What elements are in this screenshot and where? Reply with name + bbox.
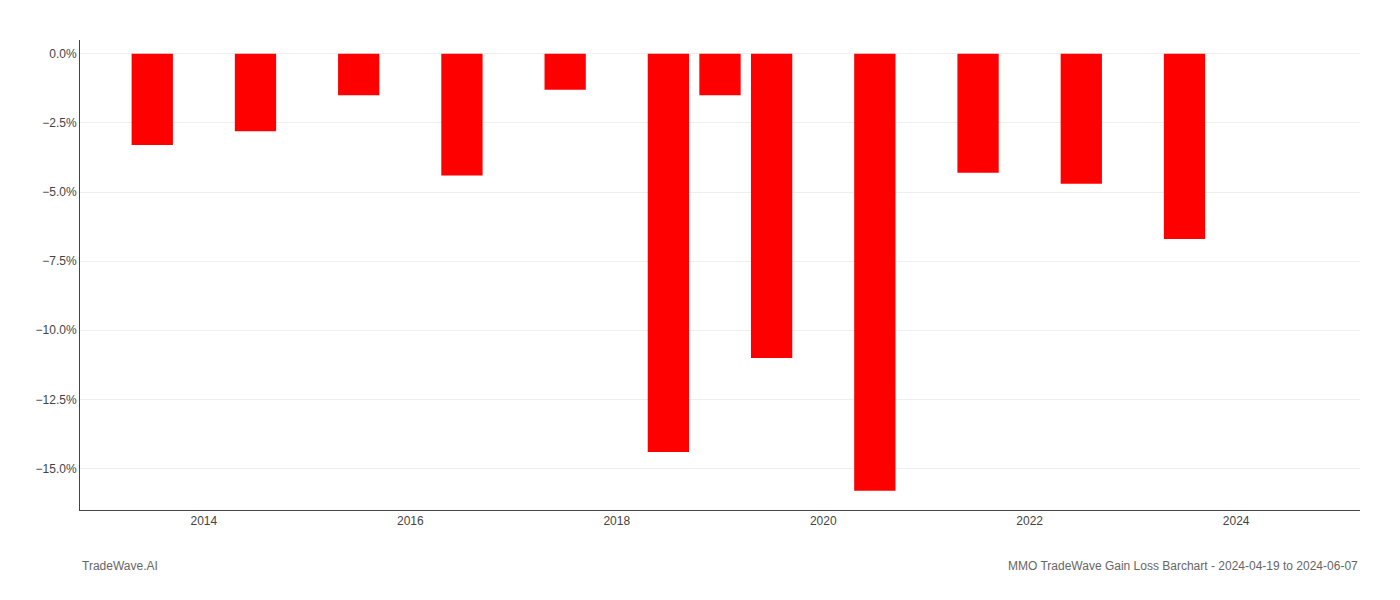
svg-text:−7.5%: −7.5% (42, 254, 77, 268)
svg-text:−2.5%: −2.5% (42, 116, 77, 130)
svg-text:2024: 2024 (1223, 514, 1250, 528)
svg-text:TradeWave.AI: TradeWave.AI (82, 559, 158, 573)
svg-text:−12.5%: −12.5% (36, 393, 77, 407)
svg-text:−15.0%: −15.0% (36, 462, 77, 476)
svg-text:MMO TradeWave Gain Loss Barcha: MMO TradeWave Gain Loss Barchart - 2024-… (1008, 559, 1358, 573)
svg-text:2014: 2014 (191, 514, 218, 528)
svg-text:2020: 2020 (810, 514, 837, 528)
svg-text:2016: 2016 (397, 514, 424, 528)
svg-text:0.0%: 0.0% (49, 47, 77, 61)
svg-text:−10.0%: −10.0% (36, 323, 77, 337)
svg-text:2022: 2022 (1016, 514, 1043, 528)
svg-text:2018: 2018 (603, 514, 630, 528)
svg-text:−5.0%: −5.0% (42, 185, 77, 199)
